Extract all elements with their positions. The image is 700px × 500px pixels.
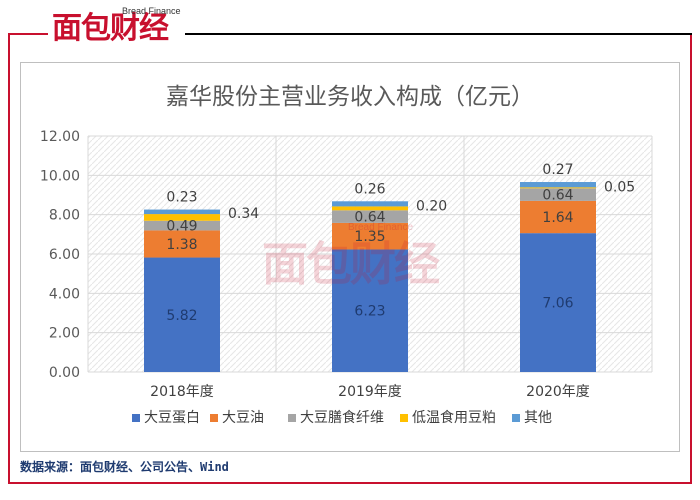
y-tick-label: 4.00 — [49, 286, 80, 302]
data-label: 1.64 — [542, 210, 573, 226]
bars: 5.82 1.38 0.49 0.34 0.23 6.23 1.35 0.64 0.20 0.26… — [144, 162, 635, 372]
bar-segment — [520, 187, 596, 189]
frame-right-border — [690, 33, 692, 484]
watermark-logo-english: Bread Finance — [348, 222, 414, 233]
legend-swatch — [132, 414, 140, 422]
legend-swatch — [210, 414, 218, 422]
legend-label: 其他 — [524, 410, 552, 426]
bar-segment — [332, 206, 408, 211]
frame-bottom-border — [8, 482, 692, 484]
frame-left-border — [8, 33, 10, 483]
bar-segment — [144, 230, 220, 258]
frame-top-border-red — [8, 33, 48, 35]
watermark-logo: 面包财经 — [262, 237, 440, 291]
data-label: 0.23 — [166, 190, 197, 206]
bar-segment — [332, 249, 408, 372]
x-tick-label: 2019年度 — [338, 384, 402, 400]
legend: 大豆蛋白 大豆油 大豆膳食纤维 低温食用豆粕 其他 — [132, 409, 552, 426]
legend-label: 大豆蛋白 — [144, 410, 200, 426]
data-label: 1.38 — [166, 237, 197, 253]
data-label: 0.49 — [166, 219, 197, 235]
y-tick-label: 0.00 — [49, 365, 80, 381]
legend-swatch — [288, 414, 296, 422]
bar-segment — [520, 200, 596, 234]
data-label: 0.64 — [542, 188, 573, 204]
bar-segment — [144, 257, 220, 372]
brand-logo-english: Bread Finance — [122, 6, 181, 16]
bar-segment — [332, 201, 408, 207]
data-label: 0.64 — [354, 210, 385, 226]
legend-label: 大豆油 — [222, 410, 264, 426]
legend-label: 大豆膳食纤维 — [300, 409, 384, 426]
bar-segment — [332, 222, 408, 250]
data-label: 1.35 — [354, 229, 385, 245]
data-label: 0.26 — [354, 181, 385, 197]
data-label: 0.05 — [604, 179, 635, 195]
x-axis-ticks: 2018年度 2019年度 2020年度 — [150, 384, 590, 400]
data-label: 7.06 — [542, 296, 573, 312]
bar-segment — [144, 209, 220, 215]
bar-segment — [520, 188, 596, 201]
x-tick-label: 2020年度 — [526, 384, 590, 400]
bar-segment — [520, 182, 596, 188]
y-axis-ticks: 0.00 2.00 4.00 6.00 8.00 10.00 12.00 — [40, 129, 80, 381]
y-tick-label: 2.00 — [49, 326, 80, 342]
bar-segment — [144, 220, 220, 231]
data-label: 0.27 — [542, 162, 573, 178]
x-tick-label: 2018年度 — [150, 384, 214, 400]
legend-label: 低温食用豆粕 — [412, 409, 496, 426]
y-tick-label: 10.00 — [40, 168, 80, 184]
data-label: 0.20 — [416, 198, 447, 214]
y-tick-label: 8.00 — [49, 208, 80, 224]
y-tick-label: 12.00 — [40, 129, 80, 145]
source-note: 数据来源：面包财经、公司公告、Wind — [20, 460, 229, 474]
legend-swatch — [512, 414, 520, 422]
bar-segment — [332, 210, 408, 223]
bar-segment — [144, 214, 220, 221]
legend-swatch — [400, 414, 408, 422]
brand-logo: 面包财经 — [52, 11, 169, 46]
chart-title: 嘉华股份主营业务收入构成（亿元） — [166, 84, 534, 110]
data-label: 0.34 — [228, 206, 259, 222]
bar-segment — [520, 233, 596, 372]
data-label: 6.23 — [354, 304, 385, 320]
y-tick-label: 6.00 — [49, 247, 80, 263]
data-label: 5.82 — [166, 308, 197, 324]
frame-top-border-black — [185, 33, 692, 35]
stacked-bar-chart: 嘉华股份主营业务收入构成（亿元） 0.00 2.00 4.00 6.00 8.00 10.… — [20, 62, 680, 452]
